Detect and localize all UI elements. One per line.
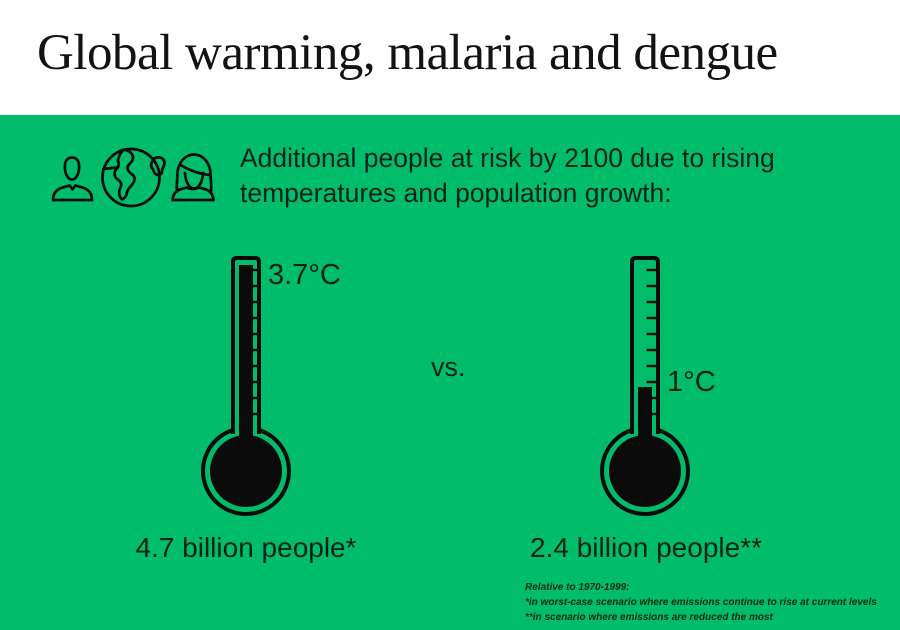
thermometer-left xyxy=(201,256,291,516)
footnote-line-2: *in worst-case scenario where emissions … xyxy=(525,597,877,608)
footnote: Relative to 1970-1999: *in worst-case sc… xyxy=(525,580,895,625)
people-count-right: 2.4 billion people** xyxy=(530,532,762,563)
subtitle-line-1: Additional people at risk by 2100 due to… xyxy=(240,143,775,173)
thermometer-right xyxy=(600,256,690,516)
people-globe-icons xyxy=(51,147,215,208)
thermometer-ticks xyxy=(247,268,257,416)
woman-icon xyxy=(171,153,215,202)
temperature-label-left: 3.7°C xyxy=(268,259,341,291)
mercury-column xyxy=(239,265,253,471)
footnote-line-1: Relative to 1970-1999: xyxy=(525,582,630,593)
footnote-line-3: **in scenario where emissions are reduce… xyxy=(525,612,773,623)
people-count-left: 4.7 billion people* xyxy=(135,532,357,563)
man-icon xyxy=(51,156,94,202)
subtitle-line-2: temperatures and population growth: xyxy=(240,178,672,208)
globe-icon xyxy=(101,147,166,208)
subtitle: Additional people at risk by 2100 due to… xyxy=(240,141,775,211)
vs-label: vs. xyxy=(431,352,466,382)
page-title: Global warming, malaria and dengue xyxy=(37,25,778,81)
mercury-column xyxy=(638,387,652,471)
thermometer-ticks xyxy=(646,268,656,416)
thermometer-tube-outline xyxy=(231,256,261,434)
header: Global warming, malaria and dengue xyxy=(0,0,900,115)
thermometer-tube-outline xyxy=(630,256,660,434)
temperature-label-right: 1°C xyxy=(667,366,716,398)
